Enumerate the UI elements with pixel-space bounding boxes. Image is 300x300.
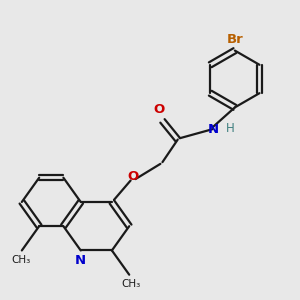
Text: O: O [153, 103, 165, 116]
Text: Br: Br [226, 33, 243, 46]
Text: N: N [208, 123, 219, 136]
Text: CH₃: CH₃ [121, 279, 141, 289]
Text: H: H [226, 122, 235, 135]
Text: CH₃: CH₃ [11, 255, 31, 265]
Text: N: N [75, 254, 86, 267]
Text: O: O [127, 170, 138, 183]
